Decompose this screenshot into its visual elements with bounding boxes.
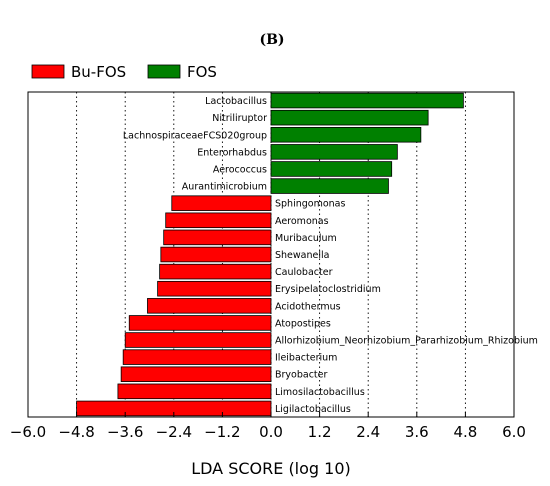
- bar-shewanella: [160, 246, 272, 263]
- legend-swatch-fos: [147, 64, 181, 79]
- bar-erysipelatoclostridium: [157, 280, 272, 297]
- legend: Bu-FOS FOS: [31, 63, 217, 81]
- bar-limosilactobacillus: [117, 383, 272, 400]
- bar-label: Sphingomonas: [275, 199, 345, 210]
- x-tick-label: 2.4: [356, 423, 380, 441]
- x-tick-label: 6.0: [502, 423, 526, 441]
- x-tick-label: 1.2: [308, 423, 332, 441]
- bar-label: Ligilactobacillus: [275, 404, 351, 415]
- bar-aurantimicrobium: [270, 178, 389, 194]
- x-axis: −6.0 −4.8 −3.6 −2.4 −1.2 0.0 1.2 2.4 3.6 4.8 6.0: [10, 412, 526, 441]
- bar-caulobacter: [159, 263, 272, 280]
- bars: [76, 92, 464, 417]
- bar-bryobacter: [120, 366, 272, 382]
- bar-enterorhabdus: [270, 144, 398, 160]
- panel-label: (B): [259, 32, 284, 48]
- bar-label: Muribaculum: [275, 233, 337, 244]
- bar-label: Erysipelatoclostridium: [275, 284, 381, 295]
- x-tick-label: −1.2: [204, 423, 240, 441]
- legend-label-bu-fos: Bu-FOS: [71, 63, 126, 81]
- bar-sphingomonas: [171, 195, 272, 211]
- bar-label: Atopostipes: [275, 318, 331, 329]
- bar-label: Enterorhabdus: [197, 147, 267, 158]
- bar-label: Acidothermus: [275, 301, 341, 312]
- bar-label: Aerococcus: [213, 164, 267, 175]
- x-tick-label: −4.8: [58, 423, 94, 441]
- bar-nitriliruptor: [270, 109, 429, 126]
- x-tick-label: −2.4: [156, 423, 192, 441]
- bar-lachnospiraceaefcs020group: [270, 127, 422, 143]
- bar-aerococcus: [270, 161, 393, 177]
- bar-label: Aeromonas: [275, 216, 329, 227]
- bar-lactobacillus: [270, 92, 464, 109]
- x-tick-label: 3.6: [405, 423, 429, 441]
- bar-label: Shewanella: [275, 250, 329, 261]
- bar-label: LachnospiraceaeFCS020group: [123, 130, 267, 141]
- legend-label-fos: FOS: [187, 63, 217, 81]
- bar-label: Nitriliruptor: [212, 113, 267, 124]
- x-tick-label: 0.0: [259, 423, 283, 441]
- bar-label: Aurantimicrobium: [182, 182, 267, 193]
- bar-labels: Lactobacillus Nitriliruptor Lachnospiracea…: [123, 96, 538, 415]
- bar-label: Caulobacter: [275, 267, 333, 278]
- bar-label: Allorhizobium_Neorhizobium_Pararhizobium…: [275, 336, 538, 347]
- bar-aeromonas: [165, 212, 272, 229]
- x-axis-title: LDA SCORE (log 10): [191, 459, 351, 478]
- bar-label: Lactobacillus: [205, 96, 267, 107]
- bar-allorhizobium-neorhizobium-pararhizobium-rhizobium: [124, 332, 272, 348]
- bar-label: Limosilactobacillus: [275, 387, 365, 398]
- bar-ileibacterium: [122, 349, 272, 365]
- bar-acidothermus: [147, 298, 272, 314]
- bar-label: Ileibacterium: [275, 353, 337, 364]
- legend-swatch-bu-fos: [31, 64, 65, 79]
- x-tick-label: −3.6: [107, 423, 143, 441]
- bar-atopostipes: [128, 315, 272, 331]
- x-tick-label: −6.0: [10, 423, 46, 441]
- bar-label: Bryobacter: [275, 370, 328, 381]
- x-tick-label: 4.8: [453, 423, 477, 441]
- bar-muribaculum: [163, 229, 272, 246]
